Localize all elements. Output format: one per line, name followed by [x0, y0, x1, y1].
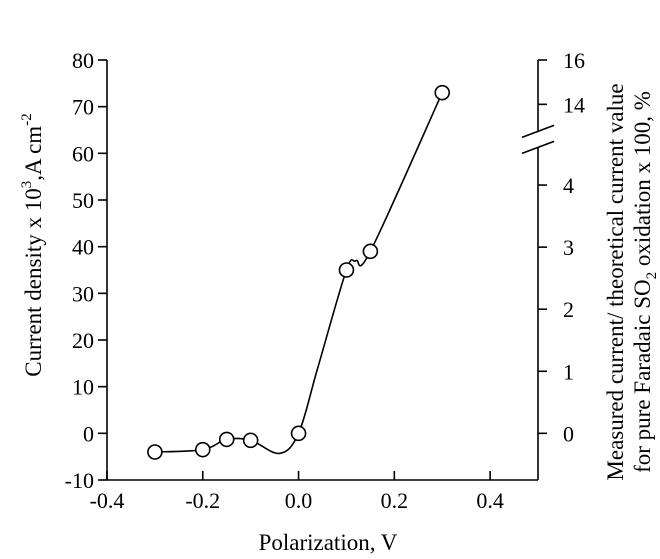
y-tick-label: 50: [72, 188, 94, 213]
axis-break-mark: [521, 124, 555, 139]
y2-tick-label: 1: [563, 359, 574, 384]
data-point: [194, 441, 211, 458]
y-tick-label: 0: [83, 421, 94, 446]
y2-axis-title-line1: Measured current/ theoretical current va…: [603, 83, 628, 480]
x-tick-label: -0.2: [185, 488, 220, 513]
right-y-axis: 0 1 2 3 4 14 16: [521, 48, 585, 480]
y2-tick-label: 3: [563, 235, 574, 260]
x-tick-label: 0.4: [476, 488, 504, 513]
y-tick-label: 80: [72, 48, 94, 73]
left-y-axis: -10 0 10 20 30 40 50 60 70 80: [65, 48, 108, 493]
y-tick-label: 60: [72, 141, 94, 166]
y2-axis-title-line2: for pure Faradaic SO2 oxidation x 100, %: [630, 91, 660, 473]
y2-tick-label: 4: [563, 173, 574, 198]
data-point: [290, 425, 307, 442]
data-point: [218, 431, 235, 448]
x-axis-title: Polarization, V: [259, 530, 398, 555]
x-axis: -0.4 -0.2 0.0 0.2 0.4: [90, 471, 538, 513]
y2-tick-label: 16: [563, 48, 585, 73]
y-tick-label: -10: [65, 468, 94, 493]
y2-tick-label: 2: [563, 297, 574, 322]
x-tick-label: 0.2: [381, 488, 409, 513]
series-curve: [154, 92, 443, 455]
y-tick-label: 30: [72, 281, 94, 306]
y-tick-label: 20: [72, 328, 94, 353]
series-line: [154, 92, 443, 455]
data-point: [338, 262, 355, 278]
y-tick-label: 10: [72, 375, 94, 400]
x-tick-label: -0.4: [90, 488, 125, 513]
data-point: [362, 243, 379, 260]
series-markers: [147, 84, 451, 460]
axis-break-mark: [521, 140, 555, 155]
y2-tick-label: 14: [563, 92, 585, 117]
y2-tick-label: 0: [563, 421, 574, 446]
data-point: [147, 444, 163, 460]
x-tick-label: 0.0: [285, 488, 313, 513]
data-point: [434, 84, 451, 101]
y-tick-label: 40: [72, 235, 94, 260]
y-tick-label: 70: [72, 95, 94, 120]
data-point: [242, 432, 259, 449]
y-axis-title: Current density x 103,A cm-2: [19, 113, 46, 376]
